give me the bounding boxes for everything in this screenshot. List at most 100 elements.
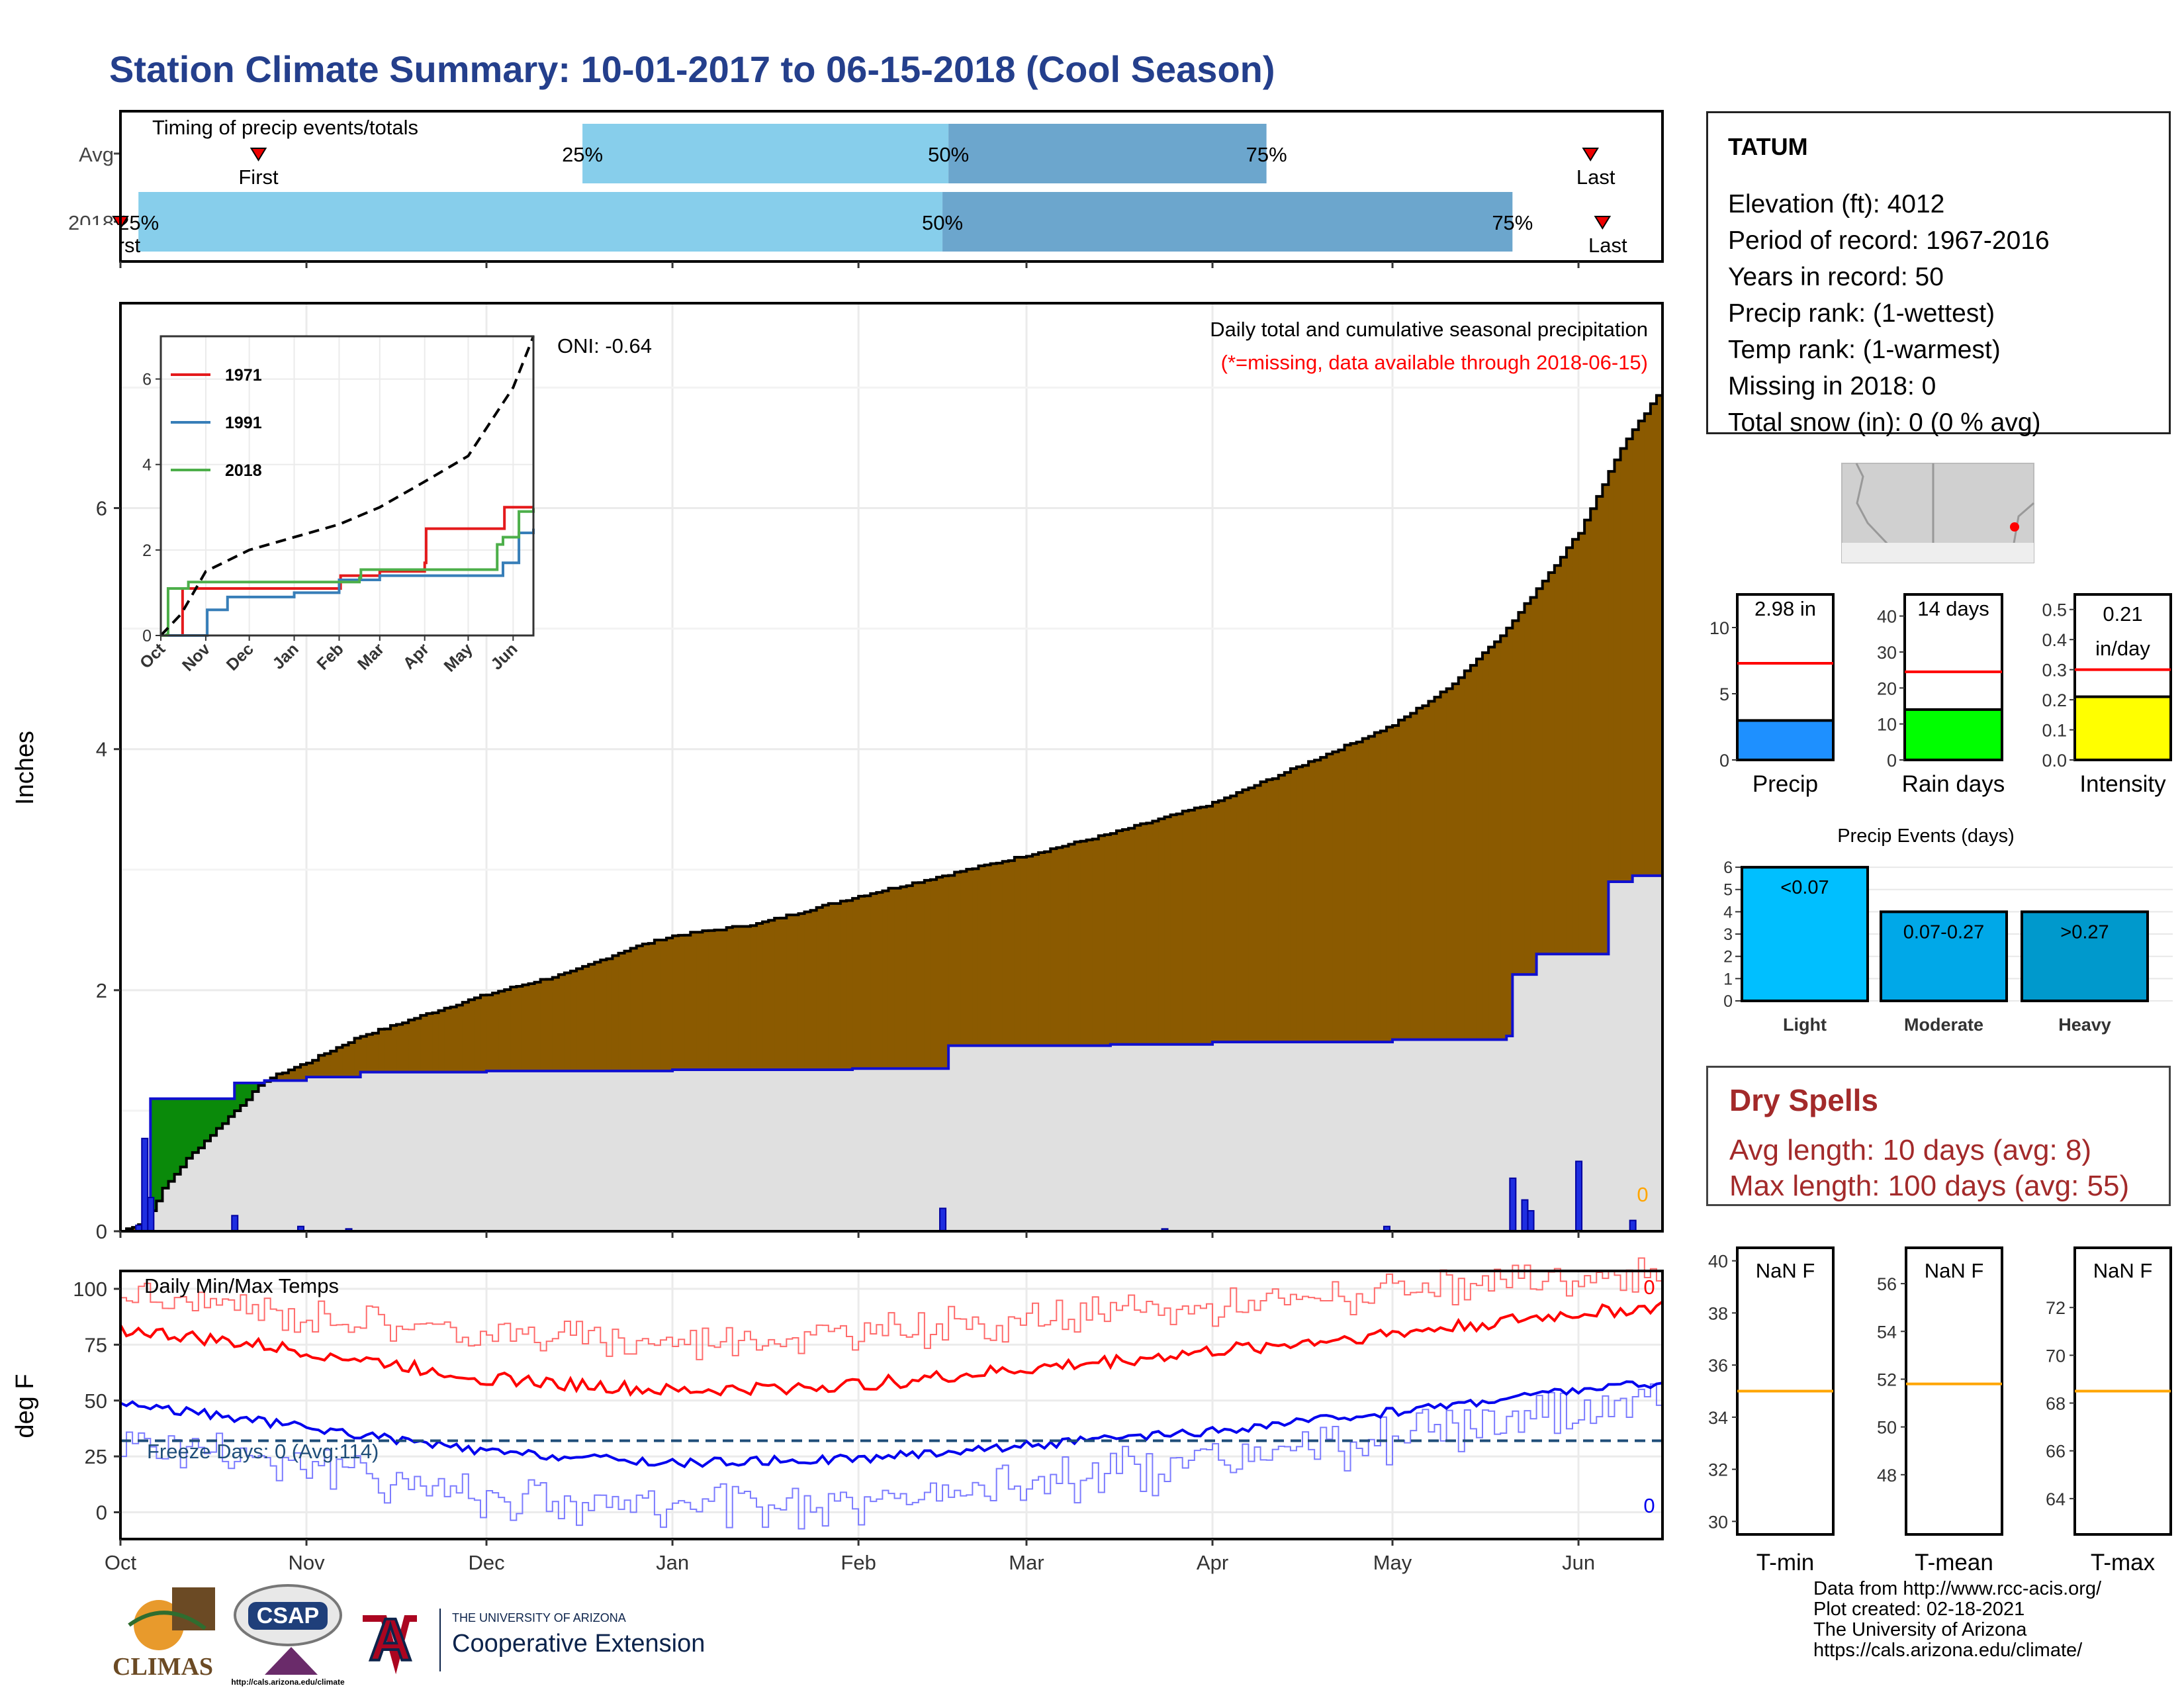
credit-line: https://cals.arizona.edu/climate/	[1813, 1640, 2083, 1661]
events-tick-label: 1	[1723, 970, 1733, 988]
temp-frame	[119, 1270, 1664, 1540]
temp-missing-max: 0	[1643, 1276, 1655, 1299]
mini-bar-frame	[2073, 593, 2172, 761]
temp-box-tick-label: 48	[1877, 1466, 1897, 1485]
events-bar-label: 0.07-0.27	[1903, 921, 1985, 943]
mini-bar-tick-label: 20	[1877, 679, 1897, 698]
missing-note: (*=missing, data available through 2018-…	[1221, 351, 1648, 374]
station-info-line: Temp rank: (1-warmest)	[1728, 336, 2001, 364]
temp-box-tick-label: 52	[1877, 1370, 1897, 1389]
main-caption: Daily total and cumulative seasonal prec…	[1210, 318, 1648, 341]
record-max-line	[120, 1257, 1663, 1360]
station-info-box: TATUM Elevation (ft): 4012 Period of rec…	[1706, 111, 2171, 437]
timing-panel: Timing of precip events/totals Avg 25% 50% 7…	[68, 110, 1664, 268]
daily-precip-bar	[1575, 1160, 1583, 1232]
temp-box-tick-label: 36	[1708, 1356, 1728, 1376]
temp-box-value: NaN F	[2093, 1259, 2153, 1282]
inset-legend-label: 1971	[225, 366, 262, 385]
main-y-tick-label: 2	[96, 979, 107, 1002]
events-tick-label: 5	[1723, 881, 1733, 900]
normal-min-line	[120, 1380, 1663, 1469]
inset-y-tick-label: 6	[142, 371, 152, 389]
x-axis-month-label: Mar	[1009, 1551, 1044, 1574]
average-cumulative-line	[120, 387, 1664, 1233]
events-tick-label: 4	[1723, 903, 1733, 921]
main-y-tick-label: 0	[96, 1220, 107, 1243]
events-bar	[1741, 866, 1869, 1002]
mini-bar-tick-label: 5	[1719, 684, 1729, 704]
temp-box-tick-label: 38	[1708, 1303, 1728, 1323]
timing-bar-q2	[942, 192, 1513, 252]
inset-y-tick-label: 4	[142, 456, 152, 475]
map-border	[1855, 463, 2034, 556]
credit-line: The University of Arizona	[1813, 1619, 2027, 1640]
inset-legend-label: 2018	[225, 461, 262, 480]
station-info-line: Elevation (ft): 4012	[1728, 190, 1945, 218]
map-mexico	[1842, 543, 2034, 563]
inset-legend-label: 1991	[225, 414, 262, 432]
inset-y-tick-label: 0	[142, 627, 152, 645]
mini-bar-value: 2.98 in	[1754, 597, 1816, 620]
temp-y-tick-label: 100	[73, 1278, 107, 1301]
observed-cumulative-line	[120, 872, 1664, 1233]
timing-row-label: Avg	[79, 143, 114, 166]
last-marker	[1594, 216, 1612, 230]
mini-bar-tick-label: 0	[1719, 751, 1729, 771]
temp-box-value: NaN F	[1756, 1259, 1815, 1282]
mini-bar-tick-label: 0.0	[2042, 751, 2067, 771]
x-axis-month-label: Jun	[1562, 1551, 1595, 1574]
mini-bar-value: in/day	[2095, 637, 2150, 660]
mini-bar-tick-label: 30	[1877, 643, 1897, 663]
last-marker	[1582, 148, 1599, 162]
observed-cumulative-fill	[120, 872, 1662, 1231]
inset-bg	[161, 336, 533, 635]
events-bar	[1880, 910, 2008, 1003]
main-y-tick-label: 4	[96, 738, 107, 761]
missing-count: 0	[1637, 1183, 1648, 1206]
station-info-line: Missing in 2018: 0	[1728, 372, 1936, 400]
station-info-line: Period of record: 1967-2016	[1728, 226, 2050, 255]
temp-y-tick-label: 25	[85, 1445, 107, 1468]
timing-bar-q1	[138, 192, 943, 252]
temp-box-tick-label: 56	[1877, 1274, 1897, 1294]
temp-box-tick-label: 64	[2046, 1489, 2066, 1509]
dry-spells-max: Max length: 100 days (avg: 55)	[1729, 1170, 2130, 1202]
csap-logo-text: CSAP	[257, 1603, 319, 1628]
normal-max-line	[119, 1300, 1664, 1397]
daily-precip-bar	[141, 1137, 149, 1233]
timing-bar-q1	[582, 124, 949, 183]
dry-spells-avg: Avg length: 10 days (avg: 8)	[1729, 1134, 2092, 1166]
daily-precip-bar	[1527, 1210, 1535, 1232]
x-axis-month-label: May	[1373, 1551, 1412, 1574]
last-label: Last	[1576, 165, 1615, 189]
timing-p75-label: 75%	[1246, 143, 1287, 166]
main-y-tick-label: 6	[96, 497, 107, 520]
events-category-label: Moderate	[1904, 1015, 1983, 1035]
climas-arc-icon	[128, 1611, 206, 1630]
temp-box-tick-label: 40	[1708, 1252, 1728, 1272]
x-axis-month-label: Dec	[468, 1551, 504, 1574]
events-bar-label: <0.07	[1780, 877, 1829, 898]
temp-box-tick-label: 50	[1877, 1418, 1897, 1438]
daily-precip-bar	[1509, 1177, 1517, 1233]
ua-logo-letter: A	[369, 1607, 412, 1673]
events-tick-label: 2	[1723, 948, 1733, 966]
mini-bar-label: Precip	[1752, 771, 1818, 797]
timing-p25-label: 25%	[118, 211, 159, 234]
events-bar-label: >0.27	[2060, 921, 2109, 943]
timing-label: Timing of precip events/totals	[152, 116, 418, 139]
temp-box-tick-label: 54	[1877, 1322, 1897, 1342]
events-tick-label: 0	[1723, 992, 1733, 1011]
mini-bar-tick-label: 0	[1887, 751, 1897, 771]
temp-y-tick-label: 0	[96, 1501, 107, 1524]
credit-line: Plot created: 02-18-2021	[1813, 1599, 2025, 1620]
main-y-axis-label: Inches	[11, 731, 39, 805]
page-title: Station Climate Summary: 10-01-2017 to 0…	[109, 48, 1275, 90]
csap-badge	[248, 1602, 328, 1630]
inset-frame	[159, 335, 535, 637]
events-tick-label: 6	[1723, 859, 1733, 877]
temp-box-label: T-mean	[1915, 1550, 1993, 1575]
temp-box-tick-label: 66	[2046, 1442, 2066, 1462]
